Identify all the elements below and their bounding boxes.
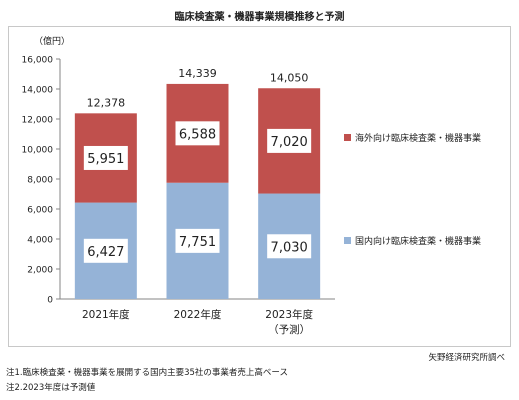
data-label-box [267, 128, 312, 153]
chart-title: 臨床検査薬・機器事業規模推移と予測 [174, 12, 345, 23]
y-tick-label: 6,000 [27, 206, 53, 216]
y-tick-label: 0 [47, 296, 53, 306]
data-label-box [83, 145, 128, 170]
y-tick-label: 14,000 [22, 86, 54, 96]
x-tick-label: 2022年度 [174, 308, 222, 321]
x-tick-label: 2023年度 [265, 308, 313, 321]
source-credit: 矢野経済研究所調べ [428, 353, 505, 363]
data-label-domestic: 7,030 [271, 240, 308, 255]
y-tick-label: 4,000 [27, 236, 53, 246]
data-label-box [267, 234, 312, 259]
y-tick-label: 2,000 [27, 266, 53, 276]
y-tick-label: 8,000 [27, 176, 53, 186]
footnote-1: 注1.臨床検査薬・機器事業を展開する国内主要35社の事業者売上高ベース [6, 368, 289, 378]
chart-frame [8, 26, 511, 347]
data-label-total: 14,050 [270, 71, 309, 84]
data-label-overseas: 5,951 [87, 152, 124, 167]
y-unit-label: （億円） [34, 35, 70, 47]
y-tick-label: 12,000 [22, 116, 54, 126]
legend-swatch-overseas [344, 134, 351, 141]
data-label-domestic: 7,751 [179, 235, 216, 250]
data-label-total: 12,378 [87, 96, 126, 109]
data-label-overseas: 6,588 [179, 127, 216, 142]
x-tick-sublabel: （予測） [268, 323, 310, 336]
footnote-2: 注2.2023年度は予測値 [6, 383, 96, 393]
y-tick-label: 10,000 [22, 146, 54, 156]
data-label-overseas: 7,020 [271, 135, 308, 150]
data-label-total: 14,339 [178, 67, 217, 80]
x-tick-label: 2021年度 [82, 308, 130, 321]
y-tick-label: 16,000 [22, 56, 54, 66]
legend-label-domestic: 国内向け臨床検査薬・機器事業 [355, 235, 481, 247]
data-label-box [83, 238, 128, 263]
legend-swatch-domestic [344, 237, 351, 244]
legend-label-overseas: 海外向け臨床検査薬・機器事業 [355, 132, 481, 144]
data-label-domestic: 6,427 [87, 245, 124, 260]
data-label-box [175, 228, 220, 253]
data-label-box [175, 121, 220, 146]
